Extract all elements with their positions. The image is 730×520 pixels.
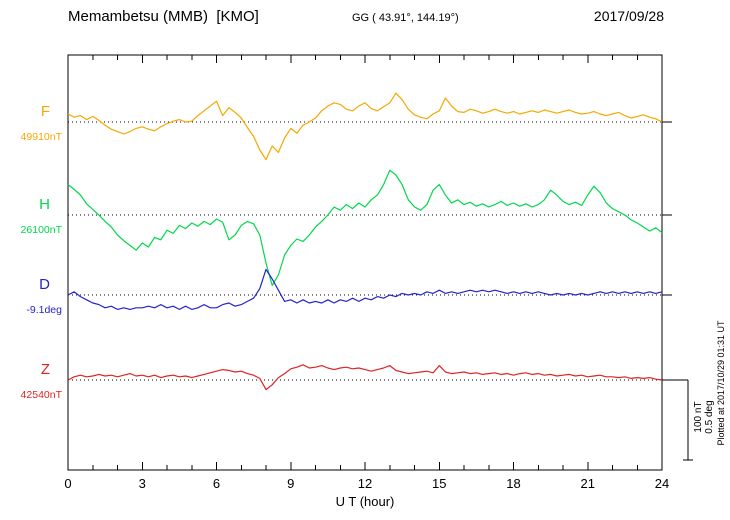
x-tick-label: 9 (287, 476, 294, 491)
trace-H (67, 169, 663, 286)
x-tick-label: 15 (432, 476, 446, 491)
trace-F (67, 92, 663, 161)
series-baseline-value-D: -9.1deg (26, 304, 62, 316)
geo-coordinates: GG ( 43.91°, 144.19°) (352, 12, 459, 24)
x-tick-label: 18 (506, 476, 520, 491)
station-title: Memambetsu (MMB) [KMO] (68, 8, 259, 25)
trace-D (67, 268, 663, 310)
series-baseline-value-H: 26100nT (21, 224, 63, 236)
scale-bar-label: 100 nT (693, 401, 704, 432)
series-label-H: H (39, 196, 50, 213)
plot-frame (67, 54, 663, 471)
x-axis-label: U T (hour) (336, 494, 395, 509)
series-baseline-value-F: 49910nT (21, 131, 63, 143)
plot-date: 2017/09/28 (593, 8, 664, 24)
series-label-Z: Z (41, 361, 50, 378)
scale-bar-label: 0.5 deg (704, 400, 715, 433)
x-tick-label: 24 (655, 476, 669, 491)
x-tick-label: 3 (139, 476, 146, 491)
plotted-at-note: Plotted at 2017/10/29 01:31 UT (716, 320, 726, 446)
series-label-D: D (39, 276, 50, 293)
x-tick-label: 21 (581, 476, 595, 491)
x-tick-label: 12 (358, 476, 372, 491)
x-tick-label: 0 (64, 476, 71, 491)
series-baseline-value-Z: 42540nT (21, 389, 63, 401)
series-label-F: F (41, 103, 50, 120)
x-tick-label: 6 (213, 476, 220, 491)
trace-Z (67, 364, 663, 391)
